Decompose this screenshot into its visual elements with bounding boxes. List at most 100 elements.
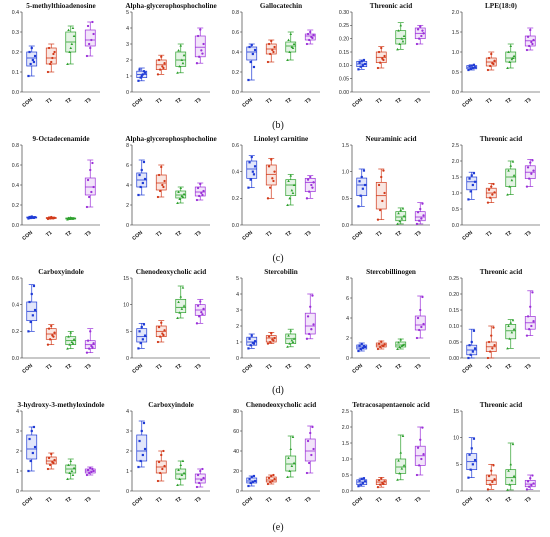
x-tick-label-t2: T2 <box>65 496 74 505</box>
point-dot <box>89 466 92 470</box>
point-triangle <box>286 203 289 206</box>
y-tick-label: 2.0 <box>452 159 459 165</box>
point-square <box>362 344 366 348</box>
point-dot <box>530 172 533 175</box>
point-triangle <box>288 196 291 200</box>
point-dot <box>269 186 272 189</box>
y-tick-label: 8 <box>126 143 129 149</box>
point-triangle <box>508 337 511 340</box>
point-dot <box>159 189 162 193</box>
box-t1: T1 <box>45 43 57 105</box>
chart-panel-11: Carboxyindole 0.0 0.2 0.4 0.6 CON T1 T2 T3 <box>12 268 100 375</box>
point-dot <box>305 42 309 46</box>
point-dot <box>487 340 491 344</box>
y-tick-label: 0.20 <box>339 36 349 42</box>
point-triangle <box>179 44 183 47</box>
chart-panel-18: Chenodeoxycholic acid 0 20 40 60 80 CON T1 T2 T3 <box>233 401 320 508</box>
y-tick-label: 4 <box>126 26 129 32</box>
point-dot <box>271 48 274 52</box>
point-triangle <box>66 347 69 350</box>
point-dot <box>269 52 272 56</box>
point-square <box>250 475 253 479</box>
x-tick-label-t1: T1 <box>265 496 274 505</box>
point-square <box>28 215 31 219</box>
box-t1: T1 <box>155 320 167 371</box>
point-square <box>472 329 476 332</box>
y-tick-label: 0.4 <box>232 50 239 56</box>
x-tick-label-t3: T3 <box>414 97 423 106</box>
point-dot <box>525 48 529 52</box>
chart-title: Alpha-glycerophosphocholine <box>125 2 216 10</box>
point-triangle <box>291 46 295 49</box>
point-square <box>139 185 142 189</box>
point-square <box>469 190 472 193</box>
y-tick-label: 5 <box>126 329 129 335</box>
box-con: CON <box>351 168 368 242</box>
point-square <box>143 447 147 451</box>
point-dot <box>202 476 205 480</box>
point-dot <box>418 37 421 40</box>
point-dot <box>493 344 496 347</box>
point-dot <box>160 165 163 169</box>
box-con: CON <box>131 159 148 242</box>
point-square <box>253 340 257 343</box>
box-t1: T1 <box>265 157 277 238</box>
point-dot <box>486 201 490 204</box>
point-dot <box>490 334 493 337</box>
y-tick-label: 0.0 <box>12 356 19 362</box>
point-triangle <box>508 483 511 486</box>
box-t2: T2 <box>175 459 187 504</box>
point-square <box>473 347 477 350</box>
point-dot <box>532 320 535 323</box>
x-tick-label-t2: T2 <box>505 97 514 106</box>
point-dot <box>195 62 199 65</box>
y-tick-label: 0.2 <box>12 50 19 56</box>
x-tick-label-t2: T2 <box>65 363 74 372</box>
point-triangle <box>68 50 71 53</box>
point-dot <box>161 332 164 335</box>
point-dot <box>311 186 314 189</box>
box-t3: T3 <box>414 24 426 106</box>
x-tick-label-t3: T3 <box>414 230 423 239</box>
point-dot <box>269 340 272 344</box>
point-dot <box>531 474 534 477</box>
point-dot <box>53 458 56 462</box>
y-tick-label: 0 <box>16 489 19 495</box>
x-tick-label-t3: T3 <box>84 97 93 106</box>
point-square <box>252 474 256 478</box>
y-tick-label: 6 <box>126 163 129 169</box>
point-dot <box>420 325 423 329</box>
point-square <box>141 338 144 341</box>
point-dot <box>47 216 51 219</box>
chart-panel-8: Linoleyl carnitine 0.0 0.2 0.4 0.6 CON T1 T2 T3 <box>232 135 320 242</box>
point-dot <box>493 478 496 481</box>
y-tick-label: 1.0 <box>452 50 459 56</box>
point-square <box>29 62 32 66</box>
point-dot <box>52 52 55 56</box>
point-square <box>140 429 143 433</box>
point-dot <box>382 482 385 486</box>
x-tick-label-t1: T1 <box>155 496 164 505</box>
y-tick-label: 0 <box>126 356 129 362</box>
point-square <box>142 160 146 164</box>
box-iqr <box>395 30 407 45</box>
point-triangle <box>512 327 516 331</box>
point-square <box>32 60 36 64</box>
point-triangle <box>69 459 73 462</box>
x-tick-label-con: CON <box>241 496 254 508</box>
point-square <box>248 45 251 49</box>
point-square <box>360 477 363 480</box>
point-square <box>142 70 146 73</box>
y-tick-label: 1.5 <box>452 30 459 36</box>
point-triangle <box>70 340 74 343</box>
point-triangle <box>509 164 513 167</box>
point-dot <box>492 182 495 186</box>
point-square <box>470 64 473 67</box>
point-triangle <box>398 219 401 223</box>
point-triangle <box>289 329 293 332</box>
point-square <box>30 46 33 50</box>
point-triangle <box>179 186 183 189</box>
box-t1: T1 <box>45 452 57 504</box>
y-tick-label: 0.1 <box>12 70 19 76</box>
point-square <box>253 165 257 168</box>
